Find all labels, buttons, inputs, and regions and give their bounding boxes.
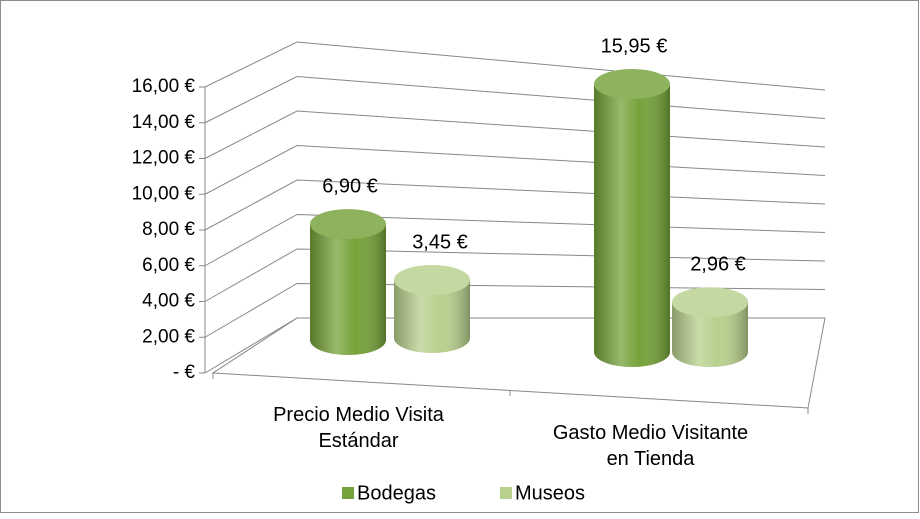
x-tick-label: Gasto Medio Visitante en Tienda — [552, 422, 749, 470]
cylinder — [394, 265, 470, 353]
cylinder-top-light — [672, 287, 748, 318]
y-tick-label: 2,00 € — [142, 326, 195, 347]
y-tick-label: 4,00 € — [142, 291, 195, 312]
cylinder-shade — [394, 280, 470, 353]
cylinder — [310, 209, 386, 355]
data-label: 2,96 € — [690, 254, 746, 276]
data-label: 15,95 € — [601, 35, 668, 57]
cylinder-top — [310, 209, 386, 240]
legend-label: Bodegas — [357, 482, 436, 504]
y-tick-label: 16,00 € — [132, 76, 196, 97]
legend-label: Museos — [515, 482, 585, 504]
cylinder-shade — [672, 302, 748, 367]
cylinder-top-light — [394, 265, 470, 296]
cylinder-top — [394, 265, 470, 296]
x-tick-label: Precio Medio Visita Estándar — [273, 404, 444, 452]
y-tick-label: 6,00 € — [142, 255, 195, 276]
y-tick-label: 10,00 € — [132, 183, 196, 204]
cylinder — [672, 287, 748, 367]
cylinder-top-light — [594, 69, 670, 100]
cylinder — [594, 69, 670, 367]
y-tick-label: 14,00 € — [132, 112, 196, 133]
y-tick-label: 8,00 € — [142, 219, 195, 240]
data-label: 6,90 € — [322, 175, 378, 197]
legend-swatch — [342, 487, 354, 499]
y-tick-label: - € — [173, 362, 196, 383]
legend-swatch — [500, 487, 512, 499]
y-tick-label: 12,00 € — [132, 148, 196, 169]
cylinder-top — [672, 287, 748, 318]
cylinder-shade — [594, 84, 670, 367]
data-label: 3,45 € — [412, 231, 468, 253]
cylinder-top — [594, 69, 670, 100]
cylinder-shade — [310, 224, 386, 355]
cylinder-top-light — [310, 209, 386, 240]
